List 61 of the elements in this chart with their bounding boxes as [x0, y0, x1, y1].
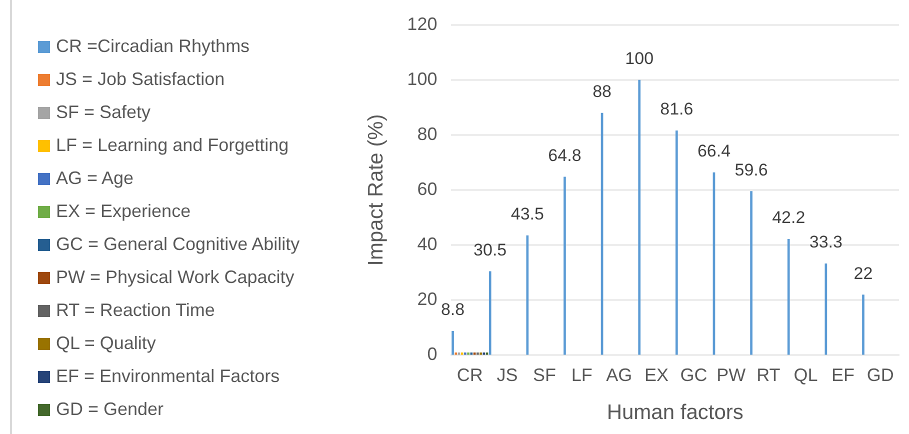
y-tick-label: 100 — [407, 68, 438, 89]
x-tick-label: PW — [716, 364, 746, 385]
x-tick-label: LF — [571, 364, 592, 385]
legend-label: LF = Learning and Forgetting — [56, 135, 289, 156]
y-tick-label: 120 — [407, 14, 438, 34]
bar — [750, 191, 752, 355]
bar — [480, 352, 482, 355]
y-tick-label: 0 — [427, 344, 438, 364]
legend-label: GD = Gender — [56, 399, 164, 420]
bar — [526, 235, 529, 355]
x-tick-label: SF — [533, 364, 556, 385]
x-tick-label: GD — [866, 364, 894, 385]
data-label: 59.6 — [734, 160, 768, 180]
legend-label: EX = Experience — [56, 201, 191, 222]
data-label: 66.4 — [697, 142, 731, 161]
bar — [467, 352, 470, 355]
x-tick-label: GC — [680, 364, 708, 385]
bar — [787, 239, 790, 355]
bar — [862, 294, 864, 355]
legend-label: SF = Safety — [56, 102, 151, 123]
legend-label: EF = Environmental Factors — [56, 366, 280, 387]
bar — [676, 130, 678, 355]
legend-label: JS = Job Satisfaction — [56, 69, 225, 90]
x-tick-label: JS — [496, 364, 518, 385]
bar — [564, 176, 566, 355]
data-label: 8.8 — [440, 300, 465, 320]
y-tick-label: 60 — [417, 178, 438, 199]
data-label: 42.2 — [772, 208, 806, 228]
legend-label: RT = Reaction Time — [56, 300, 215, 321]
legend-label: CR =Circadian Rhythms — [56, 36, 250, 57]
bar — [488, 271, 492, 355]
bar — [482, 352, 486, 355]
data-label: 43.5 — [510, 204, 544, 224]
data-label: 88 — [592, 82, 612, 102]
bar — [638, 80, 641, 355]
y-axis-title: Impact Rate (%) — [364, 114, 388, 266]
data-label: 22 — [854, 264, 873, 283]
data-label: 33.3 — [809, 232, 842, 252]
legend-label: QL = Quality — [56, 333, 156, 354]
y-tick-label: 80 — [417, 124, 438, 144]
x-tick-label: QL — [794, 364, 818, 385]
bar — [452, 330, 454, 355]
legend-label: PW = Physical Work Capacity — [56, 267, 294, 288]
data-label: 64.8 — [548, 146, 582, 165]
bar — [454, 352, 458, 355]
x-tick-label: CR — [456, 364, 483, 385]
x-axis-title: Human factors — [606, 401, 744, 424]
legend-label: AG = Age — [56, 168, 134, 189]
x-tick-label: AG — [606, 364, 632, 385]
bar — [464, 352, 466, 355]
y-tick-label: 40 — [417, 234, 438, 254]
x-tick-label: EF — [832, 364, 855, 385]
x-tick-label: RT — [756, 364, 780, 385]
bar — [476, 352, 479, 355]
bar — [460, 352, 464, 355]
legend-label: GC = General Cognitive Ability — [56, 234, 300, 255]
data-label: 30.5 — [474, 240, 507, 260]
data-label: 81.6 — [660, 100, 694, 119]
x-tick-label: EX — [644, 364, 668, 385]
y-tick-label: 20 — [417, 289, 438, 310]
data-label: 100 — [625, 49, 654, 68]
